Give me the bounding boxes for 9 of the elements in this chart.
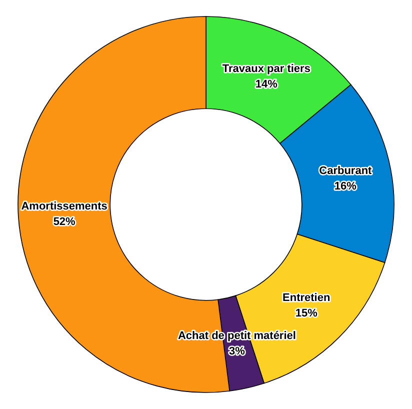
data-label: 14% [255,78,278,90]
data-label: 52% [53,216,76,228]
slice-label: Amortissements [21,200,108,212]
slice-label: Travaux par tiers [222,63,310,76]
slice-label: Carburant [319,164,372,177]
data-label: 3% [229,345,246,358]
data-label: 15% [295,307,318,320]
slice-label: Entretien [282,292,330,304]
data-label: 16% [334,180,357,192]
